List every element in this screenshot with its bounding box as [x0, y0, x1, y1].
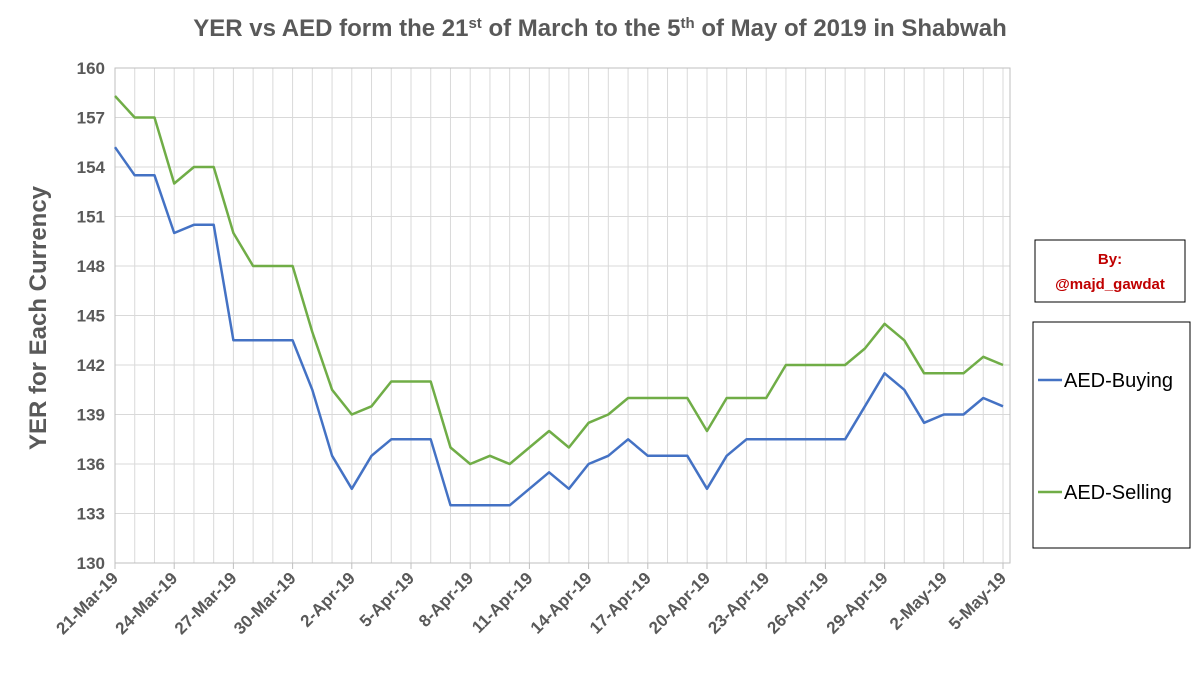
y-axis-label: YER for Each Currency	[25, 185, 52, 450]
title-part: YER vs AED form the 21	[193, 15, 468, 42]
annotation: By:	[1098, 251, 1122, 268]
annotation-box	[1034, 239, 1186, 303]
series-line	[114, 95, 1004, 466]
legend-box	[1032, 321, 1191, 549]
annotation: @majd_gawdat	[1055, 276, 1165, 293]
title-part: of March to the 5	[482, 15, 681, 42]
y-tick-label: 133	[77, 505, 105, 524]
legend-label: AED-Selling	[1064, 482, 1172, 504]
legend-label: AED-Buying	[1064, 370, 1173, 392]
y-tick-label: 130	[77, 554, 105, 573]
title-superscript: st	[468, 15, 481, 32]
y-tick-label: 154	[77, 158, 106, 177]
y-tick-label: 151	[77, 208, 105, 227]
y-tick-label: 136	[77, 455, 105, 474]
y-tick-label: 145	[77, 307, 105, 326]
y-tick-label: 157	[77, 109, 105, 128]
plot-frame	[114, 67, 1011, 564]
y-tick-label: 148	[77, 257, 105, 276]
title-superscript: th	[680, 15, 694, 32]
series-line	[113, 146, 1004, 507]
y-tick-label: 142	[77, 356, 105, 375]
y-tick-label: 139	[77, 406, 105, 425]
chart-title: YER vs AED form the 21st of March to the…	[193, 15, 1006, 43]
y-tick-label: 160	[77, 59, 105, 78]
title-part: of May of 2019 in Shabwah	[695, 15, 1007, 42]
